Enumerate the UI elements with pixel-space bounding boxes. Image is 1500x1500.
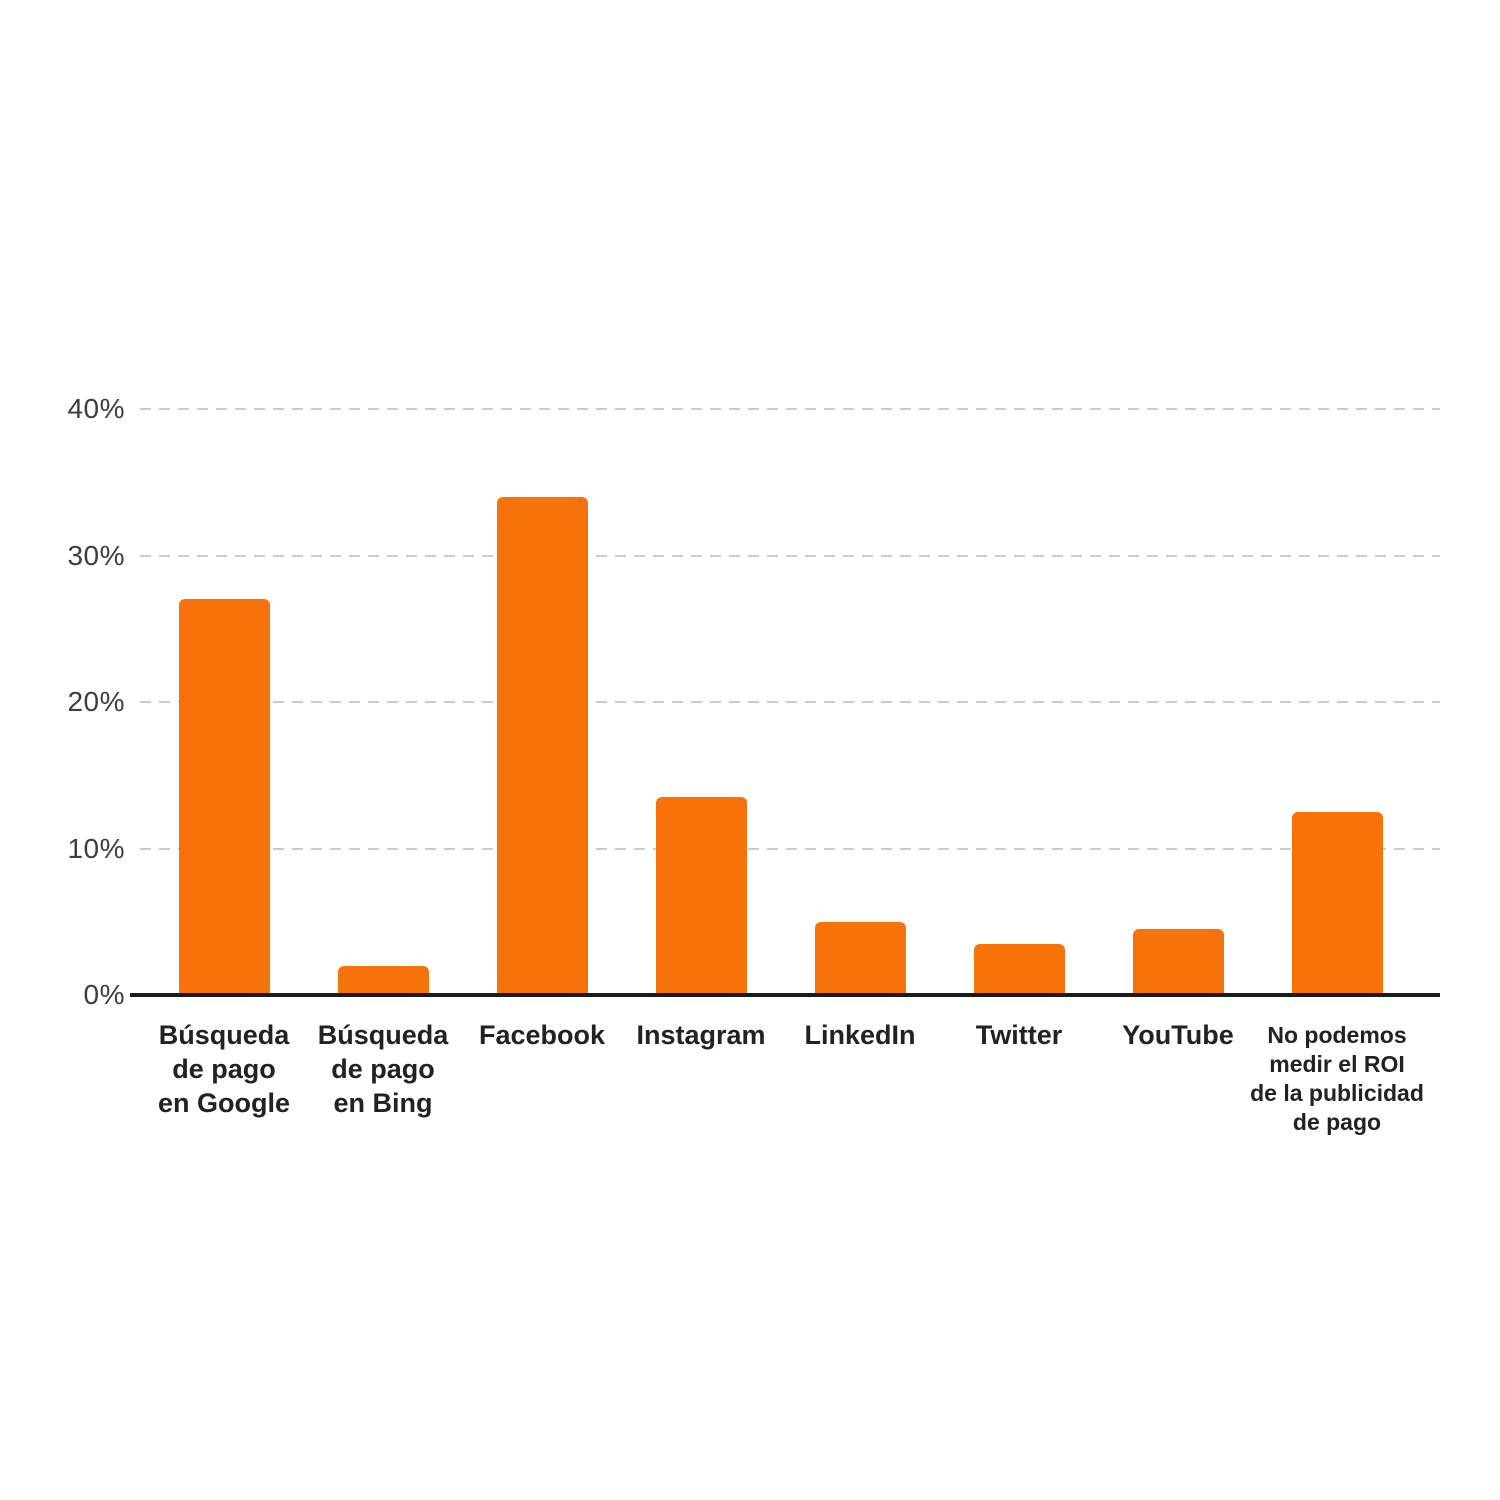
x-category-label-line: de pago (331, 1054, 435, 1084)
plot-area (130, 408, 1440, 997)
gridline-10 (140, 847, 1440, 850)
bar-youtube (1132, 929, 1224, 995)
x-category-label-line: medir el ROI (1269, 1051, 1405, 1077)
x-category-label-line: LinkedIn (804, 1020, 916, 1050)
x-category-label-line: Búsqueda (317, 1020, 449, 1050)
bar-instagram (655, 797, 747, 995)
gridline-30 (140, 554, 1440, 557)
x-category-label-line: de la publicidad (1250, 1080, 1424, 1106)
bar-twitter (973, 943, 1065, 995)
gridline-20 (140, 701, 1440, 703)
y-tick-label: 20% (67, 686, 125, 717)
x-category-label-line: Facebook (478, 1020, 606, 1050)
x-category-label: Búsqueda de pago en Bing (273, 1018, 493, 1120)
y-tick-label: 0% (83, 979, 125, 1010)
bar-b-squeda-de-pago-en-bing (337, 965, 429, 995)
x-category-label-line: YouTube (1122, 1020, 1234, 1050)
x-category-label-line: Twitter (975, 1020, 1063, 1050)
x-category-label: YouTube (1068, 1018, 1288, 1052)
x-category-label: No podemos medir el ROI de la publicidad de… (1227, 1018, 1447, 1137)
bar-linkedin (814, 921, 906, 995)
x-axis-line (130, 993, 1440, 997)
x-category-label-line: Instagram (636, 1020, 766, 1050)
x-category-label: Búsqueda de pago en Google (114, 1018, 334, 1120)
bar-no-podemos-medir-el-roi-de-la- (1291, 811, 1383, 995)
bar-facebook (496, 496, 588, 995)
x-category-label: Facebook (432, 1018, 652, 1052)
y-tick-label: 40% (67, 393, 125, 424)
y-tick-label: 30% (67, 539, 125, 571)
gridline-40 (140, 408, 1440, 410)
y-tick-label: 10% (67, 832, 125, 864)
x-category-label-line: de pago (1292, 1109, 1382, 1135)
x-category-label: Twitter (909, 1018, 1129, 1052)
x-category-label-line: No podemos (1267, 1022, 1407, 1048)
x-category-label-line: Búsqueda (158, 1020, 290, 1050)
x-category-label-line: en Google (157, 1088, 290, 1118)
x-category-label-line: de pago (172, 1054, 276, 1084)
x-category-label: Instagram (591, 1018, 811, 1052)
x-category-label-line: en Bing (333, 1088, 433, 1118)
x-category-label: LinkedIn (750, 1018, 970, 1052)
bar-b-squeda-de-pago-en-google (178, 599, 270, 995)
